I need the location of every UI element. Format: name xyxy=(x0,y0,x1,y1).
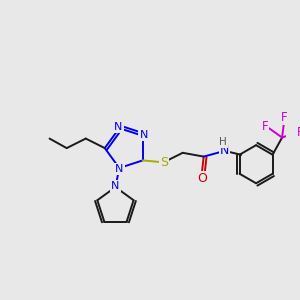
Text: S: S xyxy=(160,156,168,169)
Text: F: F xyxy=(297,126,300,139)
Text: F: F xyxy=(281,111,287,124)
Text: N: N xyxy=(140,130,148,140)
Text: N: N xyxy=(114,122,122,132)
Text: O: O xyxy=(197,172,207,185)
Text: H: H xyxy=(219,137,226,147)
Text: F: F xyxy=(262,120,268,133)
Text: N: N xyxy=(115,164,124,174)
Text: N: N xyxy=(111,181,120,191)
Text: N: N xyxy=(220,144,229,158)
